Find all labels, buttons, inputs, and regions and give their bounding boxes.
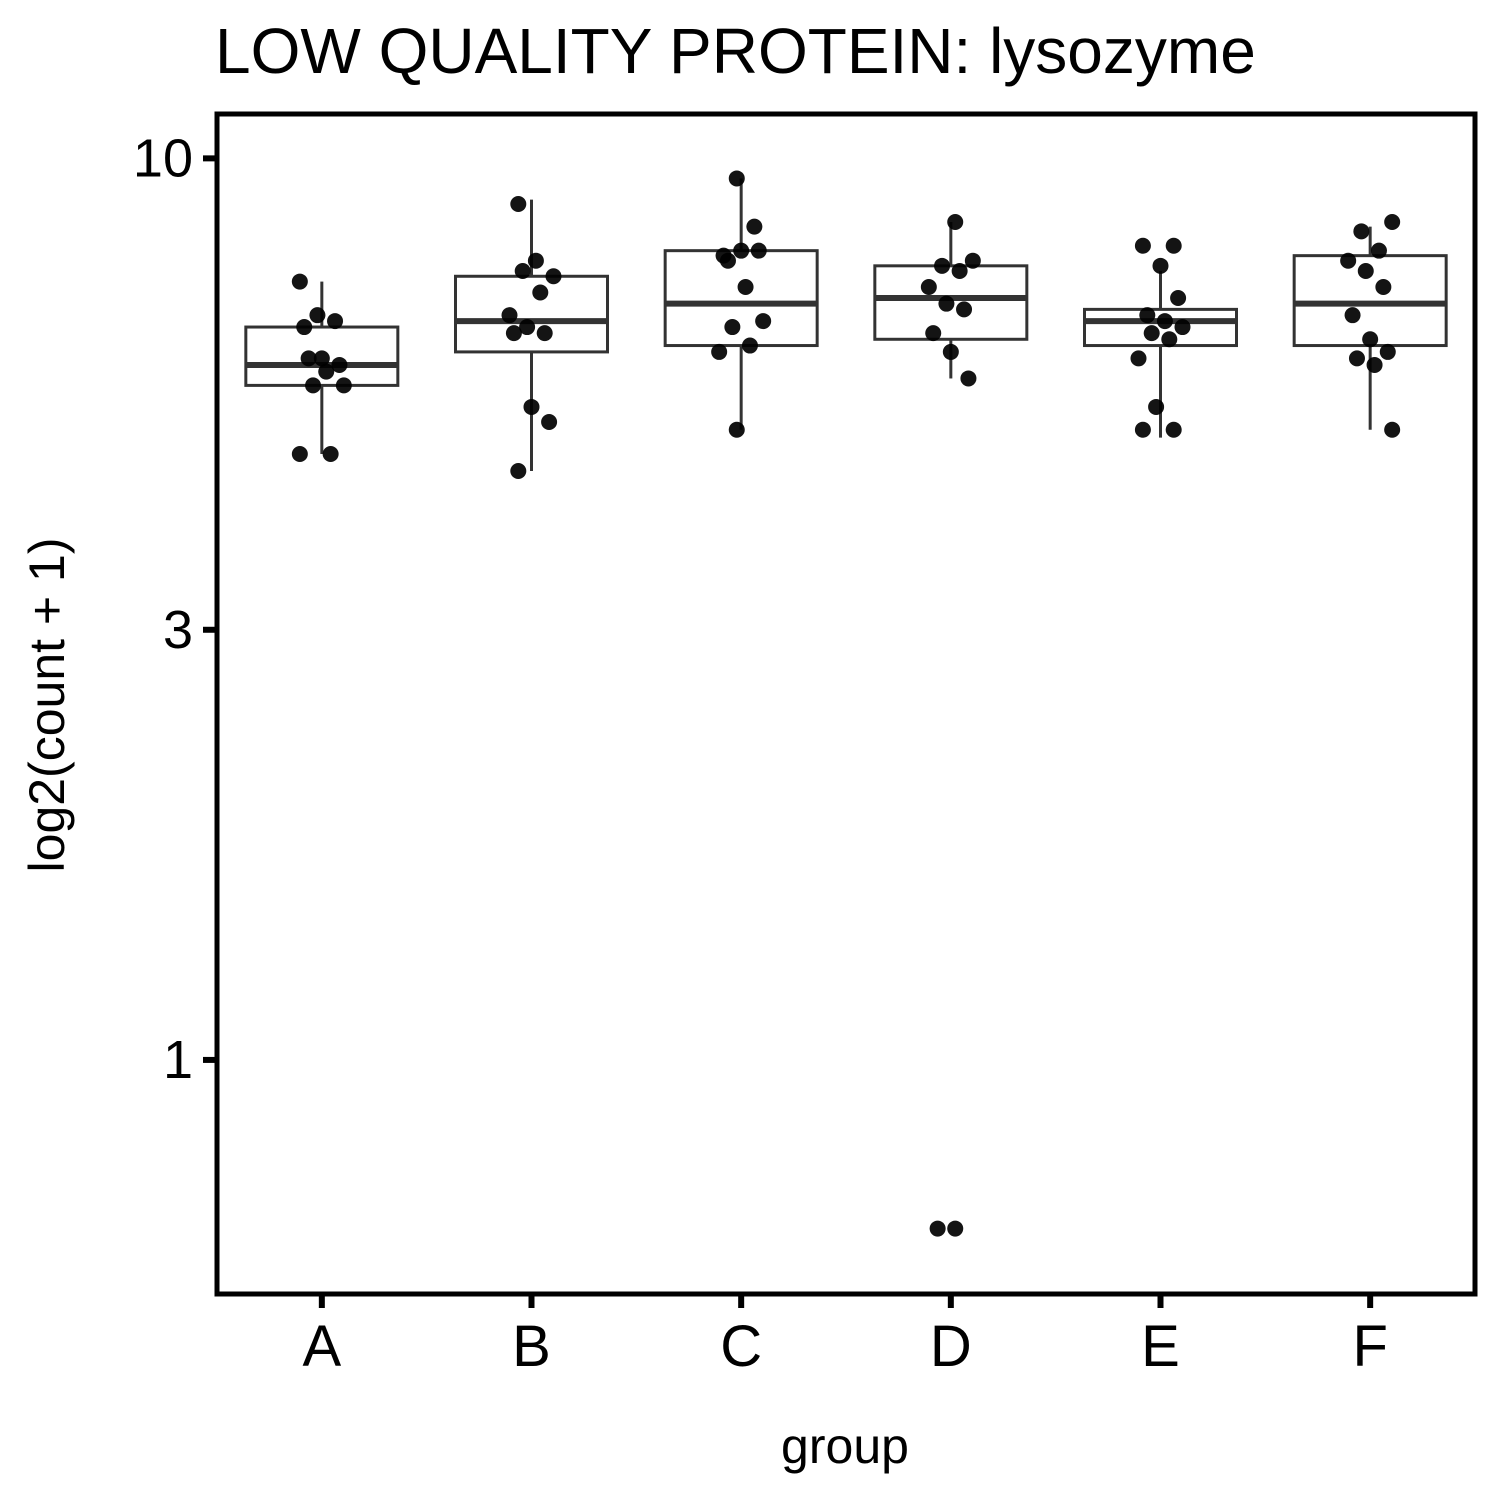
data-point-c — [755, 313, 772, 330]
data-point-c — [728, 170, 745, 187]
data-point-f — [1370, 242, 1387, 259]
data-point-d — [947, 214, 964, 231]
data-point-d — [956, 301, 973, 318]
data-point-d — [951, 263, 968, 280]
data-point-b — [505, 325, 522, 342]
data-point-a — [291, 273, 308, 290]
data-point-d — [934, 257, 951, 274]
data-point-d — [920, 278, 937, 295]
data-point-e — [1134, 237, 1151, 254]
y-tick-label: 1 — [163, 1030, 193, 1090]
data-point-b — [536, 325, 553, 342]
x-axis-title: group — [781, 1418, 909, 1474]
plot-panel-border — [214, 111, 1478, 1297]
data-point-b — [527, 252, 544, 269]
x-axis: A B C D E F — [302, 1294, 1388, 1379]
x-tick-label: E — [1141, 1314, 1180, 1379]
data-point-a — [300, 350, 317, 367]
data-point-f — [1384, 421, 1401, 438]
data-point-b — [510, 196, 527, 213]
data-point-d — [960, 370, 977, 387]
data-point-f — [1357, 263, 1374, 280]
data-point-b — [514, 263, 531, 280]
data-point-e — [1161, 331, 1178, 348]
data-point-e — [1165, 421, 1182, 438]
data-point-e — [1134, 421, 1151, 438]
data-point-b — [523, 398, 540, 415]
data-point-d — [929, 1220, 946, 1237]
data-point-a — [322, 445, 339, 462]
data-point-c — [741, 337, 758, 354]
data-point-c — [746, 218, 763, 235]
y-tick-label: 10 — [133, 128, 193, 188]
data-point-c — [728, 421, 745, 438]
data-point-e — [1143, 325, 1160, 342]
x-tick-label: B — [512, 1314, 551, 1379]
data-point-b — [510, 463, 527, 480]
data-point-f — [1340, 252, 1357, 269]
data-point-d — [925, 325, 942, 342]
y-tick-label: 3 — [163, 600, 193, 660]
y-axis: 1 3 10 — [133, 128, 217, 1090]
data-point-a — [313, 350, 330, 367]
data-point-f — [1366, 356, 1383, 373]
data-point-a — [305, 377, 322, 394]
data-point-a — [291, 445, 308, 462]
data-point-f — [1362, 331, 1379, 348]
data-point-c — [733, 242, 750, 259]
data-point-b — [519, 319, 536, 336]
iqr-box — [454, 274, 609, 354]
data-point-d — [942, 343, 959, 360]
box-c — [663, 178, 819, 430]
data-point-b — [532, 284, 549, 301]
box-b — [454, 199, 609, 472]
data-point-c — [737, 278, 754, 295]
y-axis-title: log2(count + 1) — [19, 538, 75, 873]
data-point-e — [1170, 290, 1187, 307]
data-point-f — [1353, 223, 1370, 240]
box-d — [873, 222, 1029, 379]
data-point-f — [1384, 214, 1401, 231]
data-point-e — [1174, 319, 1191, 336]
data-point-f — [1379, 343, 1396, 360]
data-point-a — [335, 377, 352, 394]
data-point-a — [296, 319, 313, 336]
data-point-c — [711, 343, 728, 360]
x-tick-label: C — [720, 1314, 762, 1379]
data-point-e — [1139, 307, 1156, 324]
data-point-e — [1148, 398, 1165, 415]
box-f — [1292, 226, 1448, 430]
data-point-e — [1130, 350, 1147, 367]
data-point-e — [1152, 257, 1169, 274]
x-tick-label: D — [930, 1314, 972, 1379]
data-point-f — [1344, 307, 1361, 324]
x-tick-label: F — [1352, 1314, 1387, 1379]
data-point-c — [750, 242, 767, 259]
data-point-a — [309, 307, 326, 324]
data-point-a — [318, 363, 335, 380]
data-point-f — [1348, 350, 1365, 367]
data-point-d — [964, 252, 981, 269]
data-point-e — [1165, 237, 1182, 254]
data-point-a — [327, 313, 344, 330]
data-point-e — [1156, 313, 1173, 330]
boxes-layer — [244, 178, 1448, 472]
data-point-b — [545, 268, 562, 285]
data-point-d — [947, 1220, 964, 1237]
data-point-f — [1375, 278, 1392, 295]
data-point-a — [331, 356, 348, 373]
points-layer — [291, 170, 1401, 1237]
data-point-c — [724, 319, 741, 336]
data-point-b — [541, 414, 558, 431]
data-point-b — [501, 307, 518, 324]
chart-title: LOW QUALITY PROTEIN: lysozyme — [215, 15, 1256, 87]
data-point-d — [938, 295, 955, 312]
iqr-box — [663, 249, 819, 348]
x-tick-label: A — [302, 1314, 341, 1379]
data-point-c — [719, 252, 736, 269]
